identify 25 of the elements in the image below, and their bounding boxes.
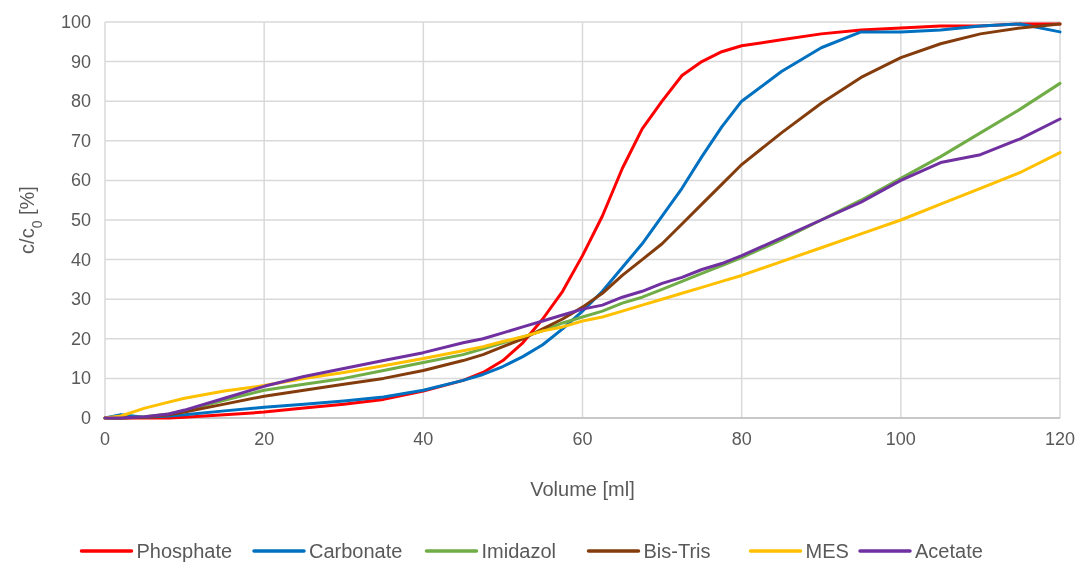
x-tick-label: 100 [885, 429, 916, 449]
legend-label: Acetate [915, 540, 983, 562]
x-tick-label: 0 [99, 429, 111, 449]
x-tick-label: 20 [254, 429, 275, 449]
x-tick-label: 80 [731, 429, 752, 449]
y-tick-label: 30 [70, 289, 91, 310]
y-tick-label: 10 [70, 368, 91, 389]
legend-label: Carbonate [309, 540, 403, 562]
x-tick-label: 60 [572, 429, 593, 449]
y-tick-label: 0 [80, 408, 91, 428]
y-tick-label: 70 [70, 130, 91, 151]
y-tick-label: 90 [70, 51, 91, 72]
legend-label: Bis-Tris [643, 540, 711, 562]
y-tick-label: 20 [70, 328, 91, 349]
y-tick-label: 60 [70, 170, 91, 191]
y-tick-label: 50 [70, 210, 91, 230]
legend-label: Phosphate [136, 540, 233, 562]
y-tick-label: 40 [70, 249, 91, 270]
x-tick-label: 120 [1044, 429, 1076, 449]
legend-label: Imidazol [481, 540, 556, 562]
x-tick-label: 40 [413, 429, 434, 449]
y-tick-label: 100 [60, 12, 91, 32]
y-tick-label: 80 [70, 91, 91, 112]
x-axis-title: Volume [ml] [530, 478, 635, 500]
legend-label: MES [805, 540, 849, 562]
